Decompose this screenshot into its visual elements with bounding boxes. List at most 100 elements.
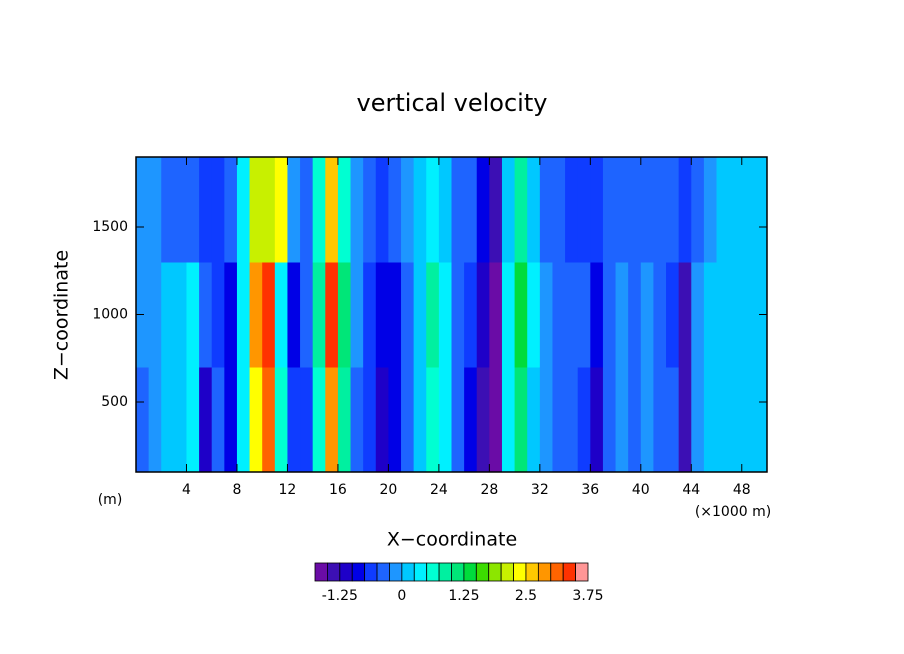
field-cell — [678, 367, 692, 473]
field-cell — [615, 367, 629, 473]
field-cell — [287, 367, 301, 473]
field-cell — [199, 262, 213, 368]
field-cell — [539, 157, 553, 263]
field-cell — [489, 367, 503, 473]
field-cell — [577, 367, 591, 473]
field-cell — [678, 157, 692, 263]
colorbar-box — [351, 562, 366, 582]
x-tick-label: 36 — [581, 482, 599, 498]
field-cell — [666, 262, 680, 368]
field-cell — [615, 262, 629, 368]
field-cell — [628, 262, 642, 368]
x-tick-label: 40 — [632, 482, 650, 498]
x-tick-label: 24 — [430, 482, 448, 498]
field — [136, 157, 768, 473]
field-cell — [703, 367, 718, 473]
colorbar-box — [401, 562, 415, 582]
field-cell — [552, 157, 566, 263]
field-cell — [249, 262, 263, 368]
field-cell — [262, 262, 276, 368]
field-cell — [337, 262, 352, 368]
x-axis-label: X−coordinate — [387, 529, 517, 551]
field-cell — [300, 157, 314, 263]
field-cell — [678, 262, 692, 368]
field-cell — [628, 157, 642, 263]
x-tick-label: 32 — [531, 482, 549, 498]
field-cell — [640, 262, 654, 368]
y-unit: (m) — [98, 492, 123, 508]
field-cell — [249, 367, 263, 473]
x-unit: (×1000 m) — [695, 504, 771, 520]
field-cell — [716, 262, 730, 368]
x-tick-label: 16 — [329, 482, 347, 498]
colorbar-box — [389, 562, 403, 582]
colorbar-box — [488, 562, 502, 582]
field-cell — [666, 367, 680, 473]
field-cell — [514, 262, 528, 368]
field-cell — [249, 157, 263, 263]
field-cell — [489, 262, 503, 368]
field-cell — [729, 157, 743, 263]
chart-title: vertical velocity — [357, 89, 548, 117]
field-cell — [514, 367, 528, 473]
field-cell — [325, 367, 339, 473]
field-cell — [476, 157, 490, 263]
colorbar-box — [327, 562, 341, 582]
field-cell — [438, 157, 452, 263]
field-cell — [363, 157, 377, 263]
field-cell — [300, 262, 314, 368]
field-cell — [426, 157, 440, 263]
field-cell — [754, 367, 768, 473]
field-cell — [224, 367, 238, 473]
y-tick-label: 1500 — [92, 219, 128, 235]
colorbar-box — [451, 562, 465, 582]
field-cell — [565, 262, 579, 368]
colorbar-box — [537, 562, 552, 582]
field-cell — [590, 157, 604, 263]
field-cell — [565, 157, 579, 263]
field-cell — [413, 262, 427, 368]
field-cell — [501, 157, 516, 263]
field-cell — [590, 262, 604, 368]
field-cell — [640, 367, 654, 473]
field-cell — [602, 157, 617, 263]
field-cell — [464, 262, 478, 368]
field-cell — [640, 157, 654, 263]
x-tick-label: 8 — [232, 482, 241, 498]
field-cell — [501, 367, 516, 473]
field-cell — [350, 157, 364, 263]
field-cell — [363, 367, 377, 473]
field-cell — [703, 157, 718, 263]
field-cell — [754, 157, 768, 263]
colorbar-box — [525, 562, 539, 582]
field-cell — [325, 157, 339, 263]
field-cell — [539, 262, 553, 368]
field-cell — [527, 157, 541, 263]
field-cell — [236, 367, 251, 473]
y-tick-label: 1000 — [92, 307, 128, 323]
field-cell — [186, 157, 200, 263]
field-cell — [451, 367, 465, 473]
colorbar-tick-label: 1.25 — [448, 588, 479, 604]
field-cell — [741, 157, 755, 263]
field-cell — [741, 262, 755, 368]
field-cell — [375, 157, 389, 263]
field-cell — [464, 367, 478, 473]
field-cell — [262, 157, 276, 263]
field-cell — [729, 262, 743, 368]
field-cell — [413, 367, 427, 473]
field-cell — [451, 157, 465, 263]
field-cell — [211, 262, 225, 368]
field-cell — [363, 262, 377, 368]
field-cell — [476, 262, 490, 368]
field-cell — [173, 367, 187, 473]
field-cell — [691, 262, 705, 368]
field-cell — [615, 157, 629, 263]
field-cell — [161, 367, 175, 473]
colorbar-box — [550, 562, 564, 582]
field-cell — [438, 367, 452, 473]
y-axis-label: Z−coordinate — [51, 250, 73, 380]
field-cell — [426, 367, 440, 473]
colorbar-box — [562, 562, 576, 582]
colorbar-tick-label: 0 — [397, 588, 406, 604]
